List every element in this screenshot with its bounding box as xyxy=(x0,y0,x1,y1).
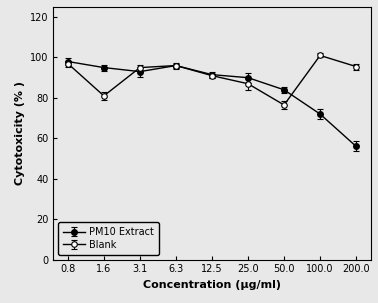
Y-axis label: Cytotoxicity (% ): Cytotoxicity (% ) xyxy=(14,81,25,185)
X-axis label: Concentration (μg/ml): Concentration (μg/ml) xyxy=(143,280,281,290)
Legend: PM10 Extract, Blank: PM10 Extract, Blank xyxy=(58,222,159,255)
